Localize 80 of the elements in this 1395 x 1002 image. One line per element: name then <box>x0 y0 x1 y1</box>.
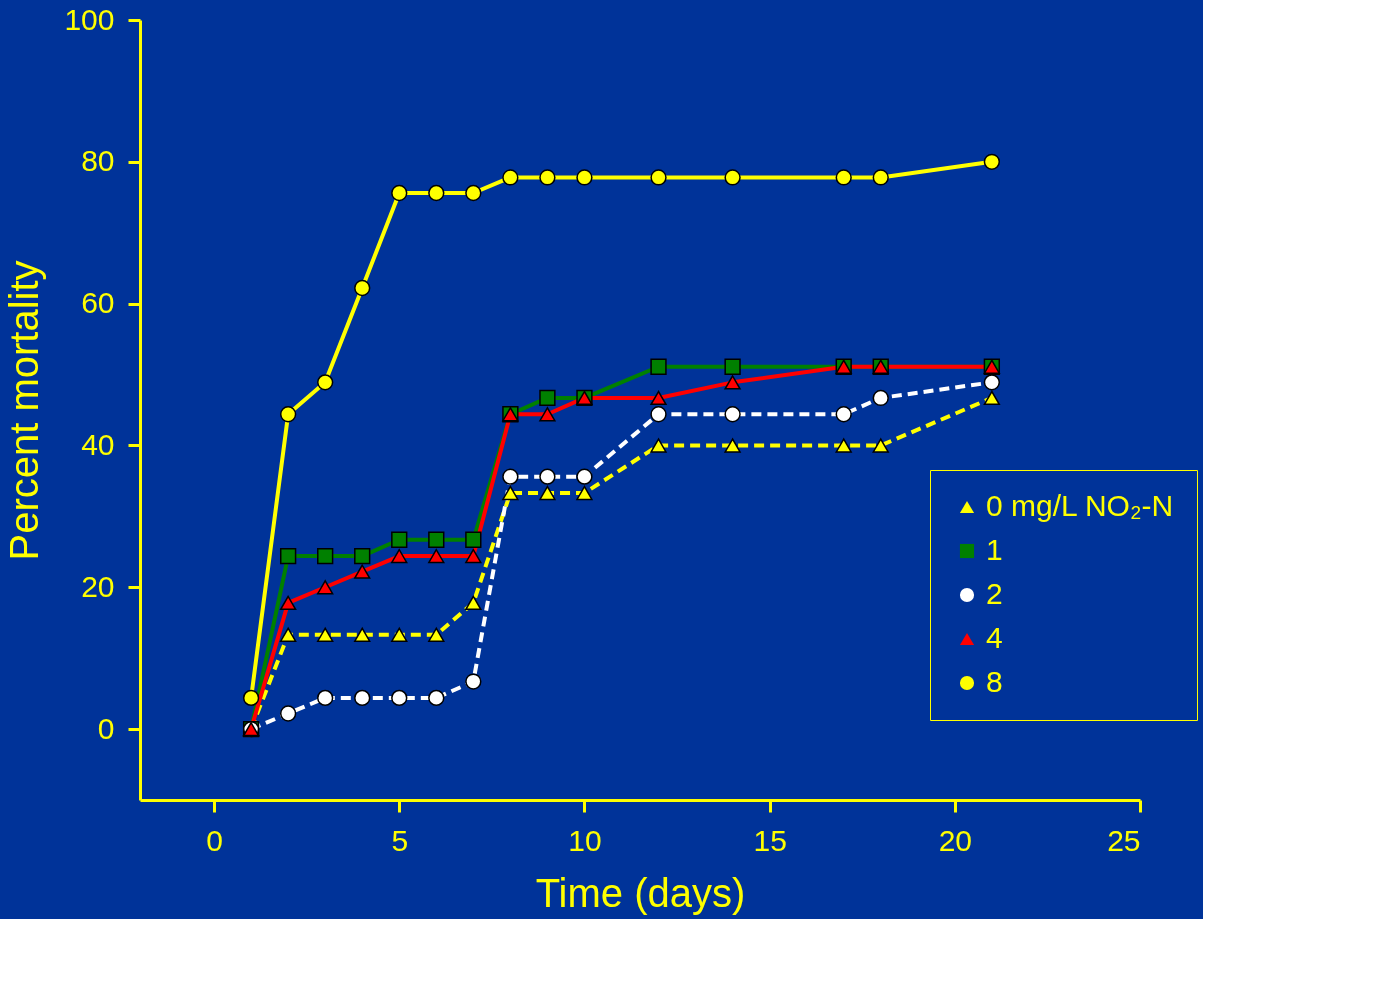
point <box>983 153 1001 170</box>
point <box>465 184 482 202</box>
point <box>428 531 445 548</box>
x-tick-label: 25 <box>1107 823 1141 857</box>
point <box>576 485 593 501</box>
point <box>724 406 741 423</box>
point <box>872 169 889 186</box>
point <box>502 169 519 186</box>
point <box>465 673 482 690</box>
point <box>391 548 408 564</box>
point <box>650 406 667 423</box>
point <box>983 390 1001 406</box>
x-tick-label: 0 <box>206 823 223 857</box>
point <box>317 374 334 391</box>
point <box>391 627 408 642</box>
x-tick-label: 20 <box>938 823 972 857</box>
point <box>279 547 297 565</box>
point <box>242 689 260 707</box>
point <box>724 438 741 453</box>
point <box>354 279 371 297</box>
point <box>502 468 519 485</box>
point <box>317 689 334 707</box>
point <box>279 705 297 722</box>
point <box>465 531 482 548</box>
y-tick-label: 100 <box>64 2 115 36</box>
point <box>983 374 1001 391</box>
point <box>428 184 445 202</box>
point <box>539 485 556 501</box>
point <box>650 390 667 406</box>
y-tick-label: 20 <box>81 569 115 603</box>
point <box>872 438 889 453</box>
point <box>391 531 408 548</box>
x-tick-label: 5 <box>391 823 409 857</box>
point <box>465 548 482 564</box>
point <box>317 580 334 595</box>
legend-label: 2 <box>986 577 1003 610</box>
point <box>317 547 334 565</box>
y-tick-label: 0 <box>97 711 115 745</box>
legend-label: 1 <box>986 533 1003 566</box>
y-tick-label: 80 <box>81 144 115 178</box>
point <box>465 595 482 611</box>
point <box>724 358 741 375</box>
point <box>279 595 297 611</box>
legend-label: 8 <box>986 665 1003 698</box>
point <box>539 468 556 485</box>
point <box>872 389 889 407</box>
point <box>354 627 371 642</box>
point <box>835 438 852 453</box>
point <box>317 627 334 642</box>
legend-label: 0 mg/L NO₂-N <box>986 489 1174 522</box>
point <box>428 689 445 707</box>
point <box>428 627 445 642</box>
point <box>576 468 593 485</box>
point <box>539 389 556 407</box>
y-tick-label: 40 <box>81 427 115 461</box>
point <box>650 438 667 453</box>
y-axis-title: Percent mortality <box>2 260 47 561</box>
point <box>354 564 371 579</box>
legend-label: 4 <box>986 621 1003 654</box>
point <box>650 358 667 375</box>
x-tick-label: 10 <box>568 823 602 857</box>
point <box>835 169 852 186</box>
point <box>279 406 297 423</box>
point <box>391 184 408 202</box>
point <box>354 689 371 707</box>
point <box>279 627 297 642</box>
point <box>650 169 667 186</box>
x-tick-label: 15 <box>753 823 787 857</box>
point <box>539 169 556 186</box>
point <box>835 406 852 423</box>
point <box>539 407 556 422</box>
point <box>576 169 593 186</box>
point <box>428 548 445 564</box>
x-axis-title: Time (days) <box>535 870 746 915</box>
point <box>354 547 371 565</box>
y-tick-label: 60 <box>81 286 115 320</box>
point <box>502 485 519 501</box>
point <box>724 375 741 390</box>
point <box>724 169 741 186</box>
point <box>391 689 408 707</box>
